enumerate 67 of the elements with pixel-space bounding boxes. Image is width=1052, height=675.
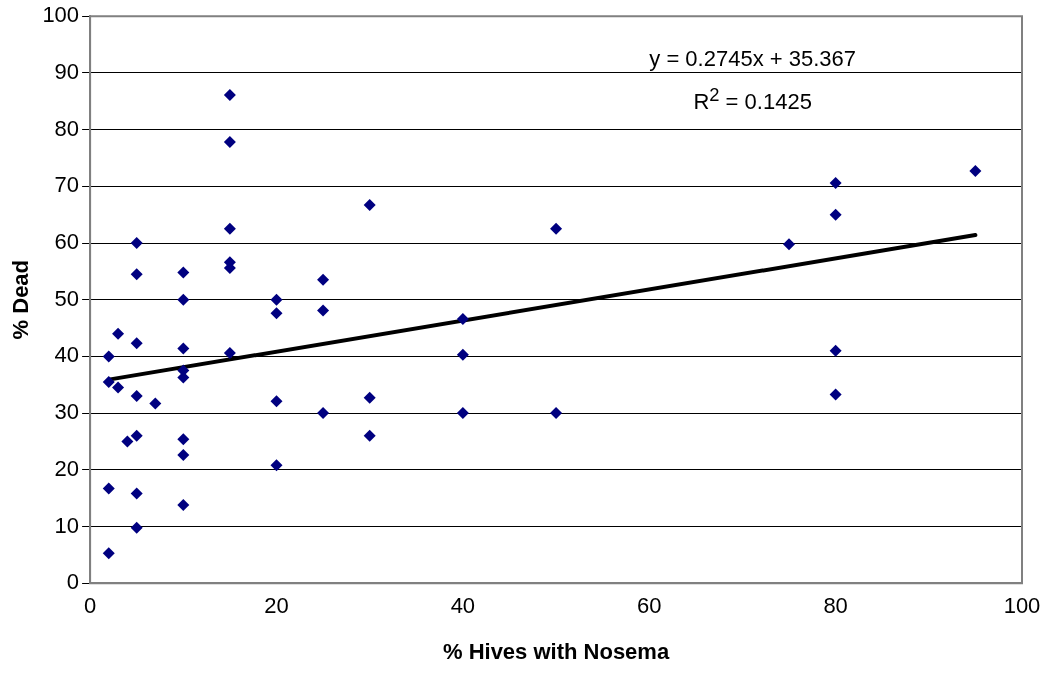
x-tick-label: 20 <box>264 593 289 619</box>
point <box>130 521 143 534</box>
x-tick-label: 100 <box>1003 593 1041 619</box>
point <box>112 327 125 340</box>
point <box>550 222 563 235</box>
point <box>363 391 376 404</box>
y-tick-label: 90 <box>54 58 80 84</box>
point <box>177 433 190 446</box>
point <box>456 348 469 361</box>
point <box>317 273 330 286</box>
point <box>317 407 330 420</box>
x-tick-label: 80 <box>823 593 848 619</box>
point <box>102 350 115 363</box>
y-tick-label: 70 <box>54 172 80 198</box>
y-tick-label: 40 <box>54 342 80 368</box>
point <box>177 498 190 511</box>
point <box>829 344 842 357</box>
point <box>969 164 982 177</box>
point <box>363 429 376 442</box>
point <box>130 268 143 281</box>
point <box>270 307 283 320</box>
point <box>783 238 796 251</box>
point <box>130 487 143 500</box>
annotation: y = 0.2745x + 35.367 <box>648 45 857 74</box>
point <box>102 482 115 495</box>
point <box>223 89 236 102</box>
y-tick-label: 10 <box>54 512 80 538</box>
point <box>102 375 115 388</box>
point <box>177 266 190 279</box>
point <box>829 388 842 401</box>
point <box>112 381 125 394</box>
point <box>550 407 563 420</box>
y-tick-label: 60 <box>54 229 80 255</box>
y-tick-label: 30 <box>54 399 80 425</box>
point <box>223 136 236 149</box>
y-tick-label: 100 <box>42 2 80 28</box>
point <box>223 222 236 235</box>
x-tick-label: 60 <box>637 593 662 619</box>
point <box>317 304 330 317</box>
point <box>130 390 143 403</box>
point <box>270 459 283 472</box>
x-tick-label: 40 <box>450 593 476 619</box>
x-axis-title: % Hives with Nosema <box>442 638 670 664</box>
point <box>121 435 134 448</box>
point <box>102 547 115 560</box>
point <box>829 208 842 221</box>
point <box>130 237 143 249</box>
point <box>177 342 190 355</box>
point <box>456 312 469 325</box>
annotation: R$^{2}$ = 0.1425 <box>692 83 813 117</box>
point <box>363 199 376 212</box>
point <box>456 407 469 420</box>
point <box>177 293 190 306</box>
point <box>177 449 190 462</box>
y-tick-label: 0 <box>66 569 80 595</box>
point <box>270 293 283 306</box>
point <box>130 429 143 442</box>
point <box>829 176 842 189</box>
y-tick-label: 80 <box>54 115 80 141</box>
point <box>149 397 162 410</box>
point <box>130 337 143 350</box>
y-tick-label: 20 <box>54 455 80 481</box>
y-axis-title: % Dead <box>8 259 34 340</box>
x-tick-label: 0 <box>83 593 97 619</box>
point <box>270 395 283 408</box>
point <box>223 347 236 359</box>
y-tick-label: 50 <box>54 285 80 311</box>
